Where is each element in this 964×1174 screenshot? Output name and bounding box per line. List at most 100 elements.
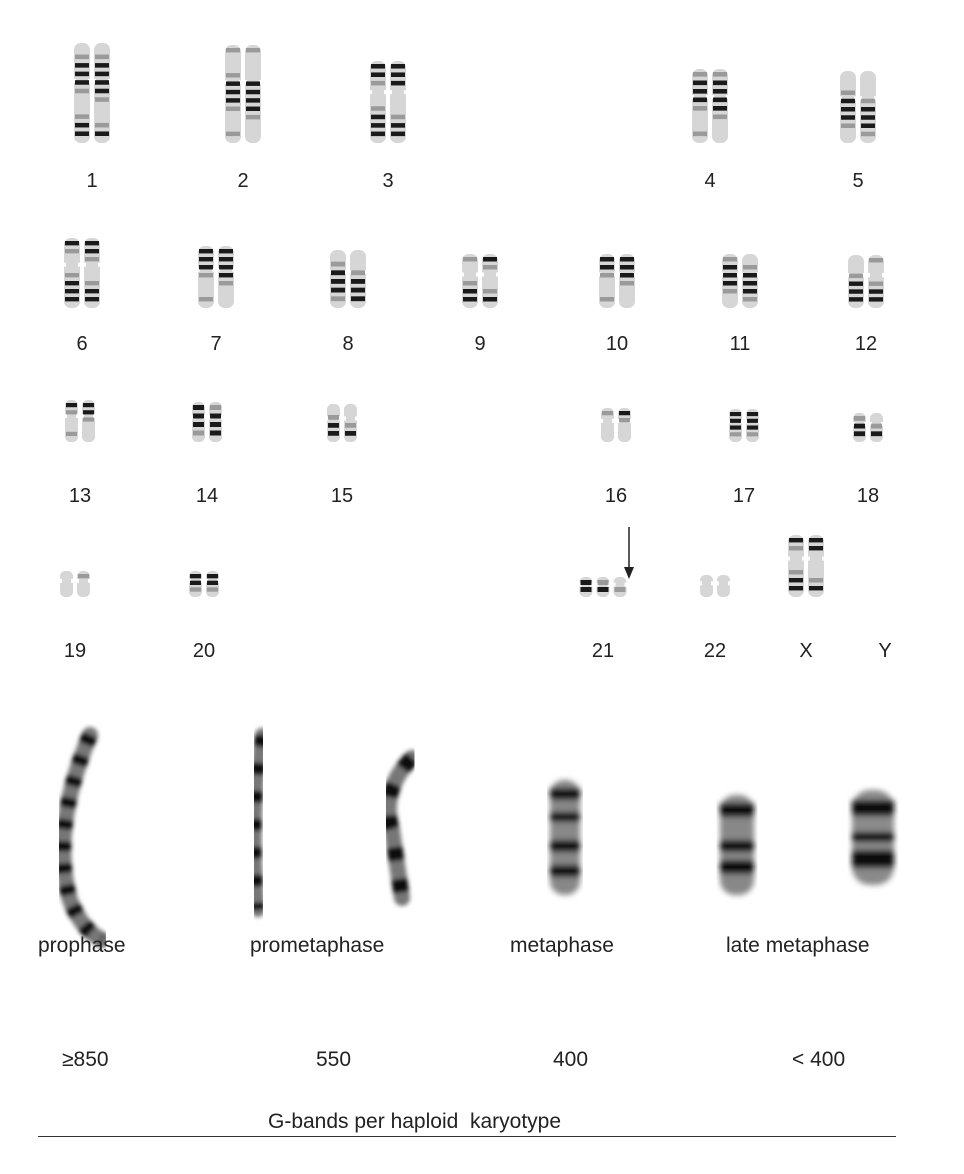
chromosome-pair-image xyxy=(598,254,636,308)
chromatid xyxy=(745,409,760,442)
chromatid xyxy=(600,408,615,442)
chromatid xyxy=(481,254,499,308)
chromosome-pair-image xyxy=(224,45,262,143)
chromosome-number: 8 xyxy=(342,333,354,355)
stage-label-late-metaphase: late metaphase xyxy=(726,934,870,957)
chromosome-condensation-stages: prophase prometaphase metaphase late met… xyxy=(0,700,964,1174)
chromosome-pair-5: 5 xyxy=(798,45,918,192)
chromosome-pair-7: 7 xyxy=(156,210,276,355)
chromatid xyxy=(691,69,709,143)
chromosome-pair-image xyxy=(578,577,628,597)
prophase-chromosome xyxy=(55,727,110,948)
chromosome-pair-X: X xyxy=(746,525,866,662)
chromatid xyxy=(867,255,885,308)
chromatid xyxy=(224,45,242,143)
chromatid xyxy=(63,238,81,308)
prometaphase-chromosome-a xyxy=(247,728,269,917)
prometaphase-chromosome-b xyxy=(380,750,420,906)
chromatid xyxy=(839,71,857,143)
chromosome-pair-19: 19 xyxy=(15,525,135,662)
chromosome-number: 7 xyxy=(210,333,222,355)
chromosome-number: 14 xyxy=(195,485,219,507)
chromosome-pair-1: 1 xyxy=(32,43,152,192)
chromosome-pair-21: 21 xyxy=(543,525,663,662)
chromatid xyxy=(847,255,865,308)
chromatid xyxy=(617,408,632,442)
chromatid xyxy=(76,571,91,597)
chromatid xyxy=(741,254,759,308)
chromatid xyxy=(612,577,628,597)
chromosome-number: 2 xyxy=(237,170,249,192)
chromosome-pair-image xyxy=(191,402,223,442)
chromosome-pair-image xyxy=(188,571,220,597)
band-count-prophase: ≥850 xyxy=(62,1048,109,1071)
chromosome-number: 3 xyxy=(382,170,394,192)
chromatid xyxy=(191,402,206,442)
late-metaphase-chromosome-a xyxy=(720,795,754,895)
chromosome-number: 20 xyxy=(192,640,216,662)
chromosome-pair-image xyxy=(699,575,731,597)
chromosome-number: X xyxy=(799,640,813,662)
chromosome-pair-image xyxy=(600,408,632,442)
chromatid xyxy=(197,246,215,308)
chromatid xyxy=(343,404,358,442)
chromatid xyxy=(598,254,616,308)
chromatid xyxy=(81,400,96,442)
chromosome-pair-image xyxy=(847,255,885,308)
chromatid xyxy=(369,61,387,143)
chromosome-number: 6 xyxy=(76,333,88,355)
chromatid xyxy=(869,413,884,442)
chromosome-pair-20: 20 xyxy=(144,525,264,662)
chromosome-number: 5 xyxy=(852,170,864,192)
chromosome-number: 21 xyxy=(591,640,615,662)
chromatid xyxy=(461,254,479,308)
chromatid xyxy=(852,413,867,442)
chromosome-pair-image xyxy=(461,254,499,308)
chromosome-pair-16: 16 xyxy=(556,370,676,507)
chromosome-pair-Y: Y xyxy=(825,525,945,662)
chromatid xyxy=(93,43,111,143)
chromatid xyxy=(595,577,611,597)
chromatid xyxy=(244,45,262,143)
chromosome-number: 18 xyxy=(856,485,880,507)
bottom-rule xyxy=(38,1136,896,1137)
chromosome-pair-image xyxy=(839,71,877,143)
chromosome-pair-6: 6 xyxy=(22,210,142,355)
chromosome-pair-image xyxy=(691,69,729,143)
chromosome-pair-image xyxy=(329,250,367,308)
chromosome-pair-3: 3 xyxy=(328,45,448,192)
chromosome-pair-22: 22 xyxy=(655,525,775,662)
chromosome-number: 19 xyxy=(63,640,87,662)
chromosome-pair-image xyxy=(326,404,358,442)
chromosome-pair-9: 9 xyxy=(420,210,540,355)
chromosome-pair-14: 14 xyxy=(147,370,267,507)
chromosome-pair-image xyxy=(825,525,945,635)
chromosome-pair-image xyxy=(73,43,111,143)
chromatid xyxy=(618,254,636,308)
stage-label-metaphase: metaphase xyxy=(510,934,614,957)
stage-label-prophase: prophase xyxy=(38,934,126,957)
chromatid xyxy=(83,238,101,308)
chromosome-pair-13: 13 xyxy=(20,370,140,507)
chromatid xyxy=(326,404,341,442)
chromosome-pair-4: 4 xyxy=(650,45,770,192)
chromosome-number: 10 xyxy=(605,333,629,355)
trisomy-arrow xyxy=(624,527,634,579)
chromosome-pair-image xyxy=(59,571,91,597)
chromatid xyxy=(859,71,877,143)
chromosome-number: 17 xyxy=(732,485,756,507)
band-count-prometaphase: 550 xyxy=(316,1048,352,1071)
chromatid xyxy=(711,69,729,143)
chromosome-pair-11: 11 xyxy=(680,210,800,355)
chromatid xyxy=(578,577,594,597)
chromatid xyxy=(205,571,220,597)
metaphase-chromosome xyxy=(550,780,580,895)
chromosome-pair-12: 12 xyxy=(806,210,926,355)
stage-label-prometaphase: prometaphase xyxy=(250,934,385,957)
chromosome-pair-image xyxy=(63,238,101,308)
chromosome-pair-8: 8 xyxy=(288,210,408,355)
chromatid xyxy=(64,400,79,442)
chromosome-pair-image xyxy=(197,246,235,308)
chromosome-number: Y xyxy=(878,640,892,662)
chromosome-pair-image xyxy=(369,61,407,143)
